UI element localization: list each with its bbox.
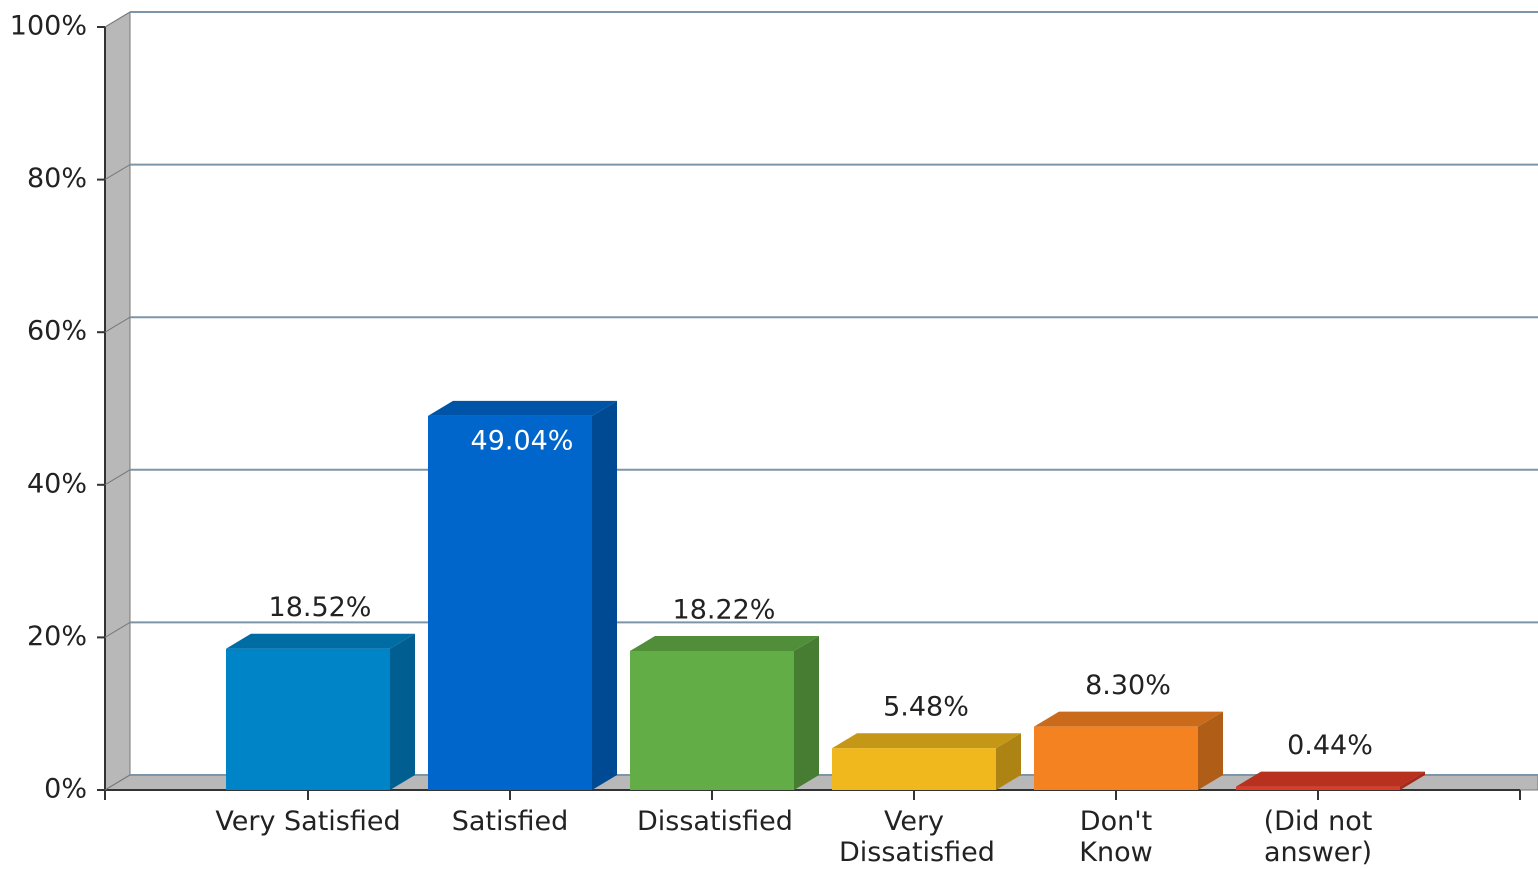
- bar-side: [1198, 711, 1223, 790]
- bar-top: [1034, 711, 1223, 727]
- bar: [832, 748, 996, 790]
- wall-tick: [104, 11, 131, 28]
- x-tick-label: Satisfied: [451, 806, 569, 837]
- wall-tick: [104, 164, 131, 181]
- bar-top: [1236, 771, 1425, 787]
- bar: [1034, 726, 1198, 790]
- x-tick-label: Don't Know: [1079, 806, 1153, 868]
- bar-top: [428, 400, 617, 416]
- bar-side: [996, 733, 1021, 790]
- bar-top: [832, 733, 1021, 749]
- value-label: 18.22%: [673, 594, 776, 625]
- bar-side: [794, 635, 819, 790]
- x-tick-label: (Did not answer): [1263, 806, 1373, 868]
- y-tick-label: 0%: [44, 774, 87, 805]
- y-tick-label: 100%: [10, 11, 87, 42]
- value-label: 18.52%: [269, 592, 372, 623]
- value-label: 49.04%: [471, 425, 574, 456]
- wall-tick: [104, 774, 131, 791]
- value-label: 5.48%: [883, 692, 969, 723]
- value-label: 8.30%: [1085, 670, 1171, 701]
- y-tick-label: 60%: [27, 316, 87, 347]
- y-tick-label: 20%: [27, 621, 87, 652]
- bar: [226, 648, 390, 790]
- bar-top: [630, 635, 819, 651]
- value-label: 0.44%: [1287, 730, 1373, 761]
- y-tick-label: 40%: [27, 468, 87, 499]
- bar-top: [226, 633, 415, 649]
- x-tick-label: Very Dissatisfied: [839, 806, 995, 868]
- bar: [1236, 786, 1400, 790]
- bar-side: [592, 400, 617, 790]
- y-tick-label: 80%: [27, 163, 87, 194]
- bar: [428, 415, 592, 790]
- bar-side: [390, 633, 415, 790]
- wall-tick: [104, 621, 131, 638]
- wall-tick: [104, 469, 131, 486]
- bar-side: [1400, 771, 1425, 790]
- x-tick-label: Dissatisfied: [637, 806, 793, 837]
- bar: [630, 650, 794, 790]
- x-tick-label: Very Satisfied: [215, 806, 401, 837]
- wall-tick: [104, 316, 131, 333]
- left-wall: [104, 11, 131, 791]
